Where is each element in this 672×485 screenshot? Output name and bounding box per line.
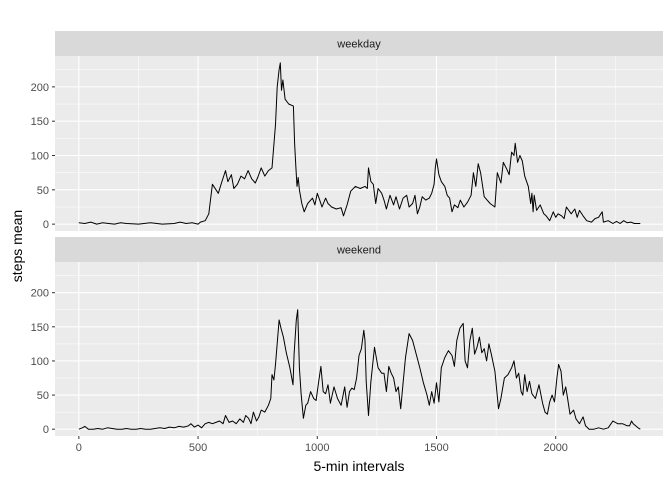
x-tick-label: 1000 [305, 442, 329, 454]
y-tick-label: 50 [37, 390, 49, 402]
y-tick-label: 150 [31, 322, 49, 334]
panel-background-1 [55, 262, 663, 436]
x-tick-label: 500 [189, 442, 207, 454]
y-tick-label: 0 [43, 219, 49, 231]
y-tick-label: 100 [31, 356, 49, 368]
y-tick-label: 200 [31, 288, 49, 300]
x-axis-label: 5-min intervals [313, 458, 404, 474]
facet-strip-label-1: weekend [336, 245, 381, 257]
series-line-weekday [78, 62, 641, 225]
facet-strip-0 [55, 31, 663, 56]
facet-strip-label-0: weekday [336, 39, 381, 51]
y-tick-label: 50 [37, 185, 49, 197]
x-tick-label: 1500 [424, 442, 448, 454]
series-line-weekend [78, 309, 641, 430]
facet-strip-1 [55, 237, 663, 262]
panel-background-0 [55, 56, 663, 231]
x-tick-label: 0 [76, 442, 82, 454]
y-tick-label: 150 [31, 116, 49, 128]
y-tick-label: 0 [43, 424, 49, 436]
y-tick-label: 200 [31, 82, 49, 94]
x-tick-label: 2000 [543, 442, 567, 454]
y-axis-label: steps mean [9, 210, 25, 282]
y-tick-label: 100 [31, 151, 49, 163]
